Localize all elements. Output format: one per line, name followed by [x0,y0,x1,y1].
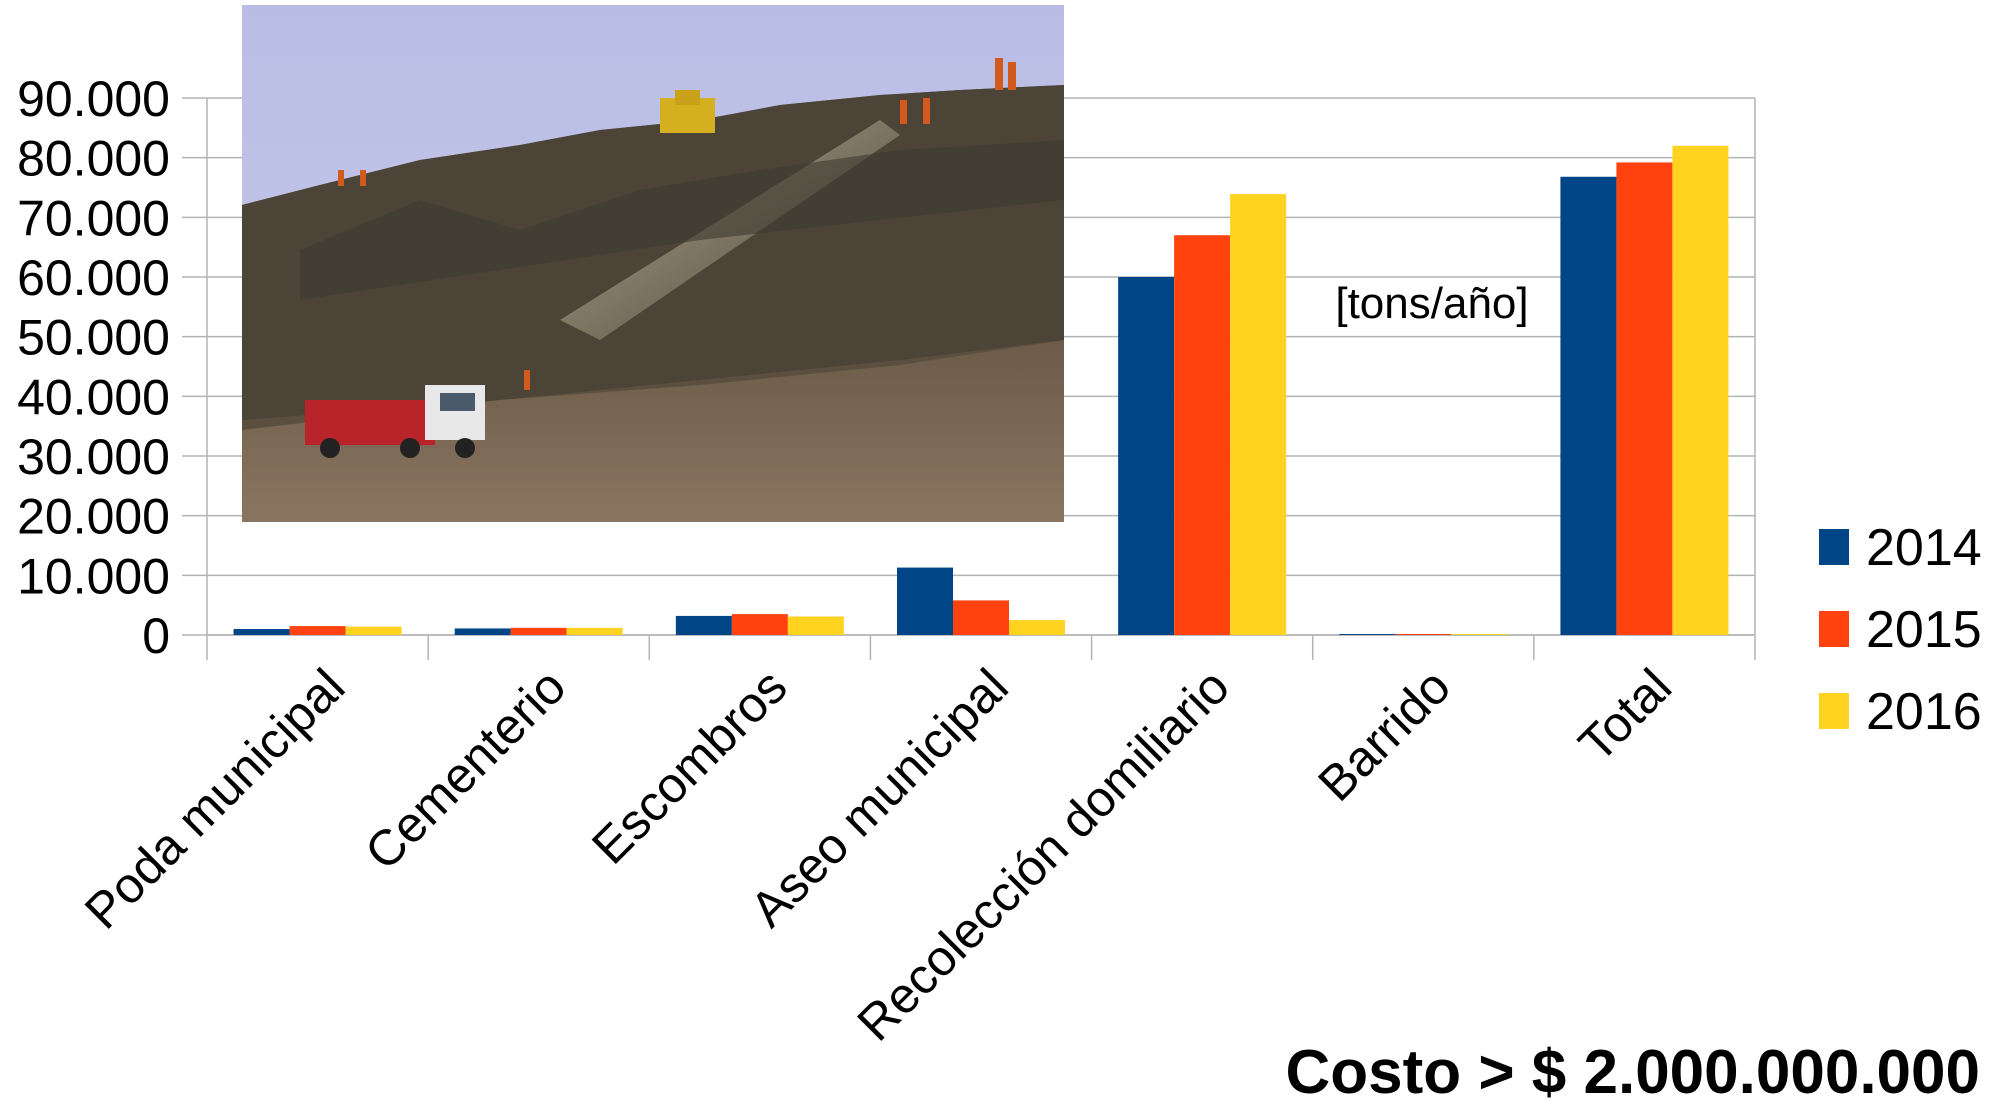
y-tick-label: 20.000 [17,489,170,545]
bar-2015 [731,614,788,635]
bar-2015 [1174,235,1231,635]
bar-2016 [1230,194,1287,635]
bar-2016 [566,627,623,635]
bars [233,145,1729,635]
x-category-label: Cementerio [354,658,576,880]
bar-2015 [289,626,346,635]
legend: 2014 2015 2016 [1819,519,1982,741]
bar-2015 [953,600,1009,635]
x-category-label: Recolección domiliario [847,658,1240,1051]
bar-2016 [1451,634,1508,635]
bar-2016 [787,616,844,635]
y-tick-label: 50.000 [17,310,170,366]
legend-label-2016: 2016 [1866,683,1982,741]
bar-2016 [1009,620,1065,635]
bar-2015 [1395,634,1452,635]
bar-2014 [454,628,511,635]
y-tick-label: 60.000 [17,250,170,306]
cost-annotation: Costo > $ 2.000.000.000 [1285,1038,1980,1101]
legend-swatch-2016 [1819,693,1849,729]
y-tick-label: 80.000 [17,131,170,187]
y-tick-label: 10.000 [17,548,170,604]
bar-2015 [510,627,567,635]
bar-2016 [345,626,402,635]
y-tick-label: 40.000 [17,369,170,425]
legend-label-2015: 2015 [1866,601,1982,659]
bar-2014 [1339,634,1396,635]
bar-2014 [1560,176,1617,635]
x-category-label: Total [1568,658,1682,772]
x-category-label: Poda municipal [74,658,355,939]
legend-swatch-2014 [1819,529,1849,565]
bar-2014 [1118,277,1175,635]
bar-2014 [233,629,290,635]
x-category-label: Escombros [581,658,797,874]
bar-2015 [1616,162,1673,635]
bar-2016 [1672,145,1729,635]
bar-2014 [675,615,732,635]
bar-2014 [897,567,953,635]
y-tick-label: 0 [142,608,170,664]
x-category-label: Barrido [1307,658,1461,812]
unit-label: [tons/año] [1335,279,1528,328]
legend-label-2014: 2014 [1866,519,1982,577]
y-tick-label: 30.000 [17,429,170,485]
y-tick-labels: 010.00020.00030.00040.00050.00060.00070.… [17,71,170,664]
y-tick-label: 70.000 [17,190,170,246]
legend-swatch-2015 [1819,611,1849,647]
landfill-photo [242,5,1064,522]
y-tick-label: 90.000 [17,71,170,127]
